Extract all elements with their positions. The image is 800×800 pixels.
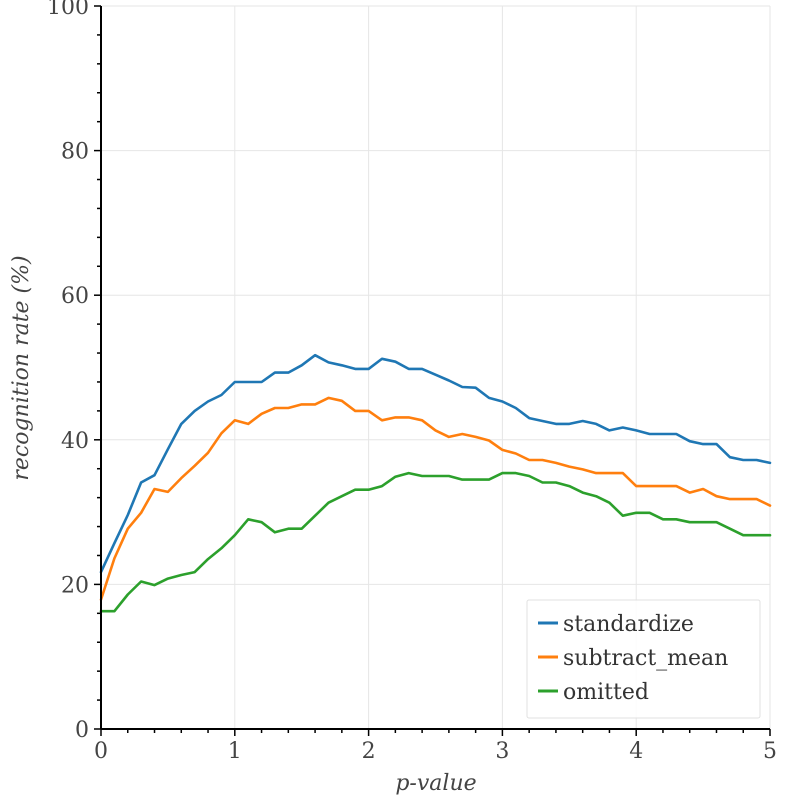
y-tick-label: 80 [61,140,89,165]
tick-labels: 0 20 40 60 80 100 0 1 2 3 4 5 [47,0,777,764]
y-tick-label: 60 [61,284,89,309]
x-tick-label: 3 [495,739,509,764]
legend-label-omitted: omitted [563,680,649,705]
axes [94,5,771,736]
x-tick-label: 4 [629,739,643,764]
y-tick-label: 40 [61,429,89,454]
legend-label-standardize: standardize [563,612,694,637]
series-line-standardize [99,353,772,574]
series-line-subtract-mean [99,396,772,601]
legend-label-subtract-mean: subtract_mean [563,646,728,671]
y-axis-label: recognition rate (%) [9,255,34,480]
y-tick-label: 20 [61,573,89,598]
legend-box [526,599,761,719]
x-tick-label: 1 [228,739,242,764]
x-tick-label: 0 [94,739,108,764]
x-tick-label: 2 [362,739,376,764]
x-tick-label: 5 [763,739,777,764]
grid-lines [100,5,771,730]
series-line-omitted [99,471,772,613]
x-axis-label: p-value [395,771,476,796]
y-tick-label: 100 [47,0,89,20]
series-lines [99,353,772,613]
y-tick-label: 0 [75,718,89,743]
